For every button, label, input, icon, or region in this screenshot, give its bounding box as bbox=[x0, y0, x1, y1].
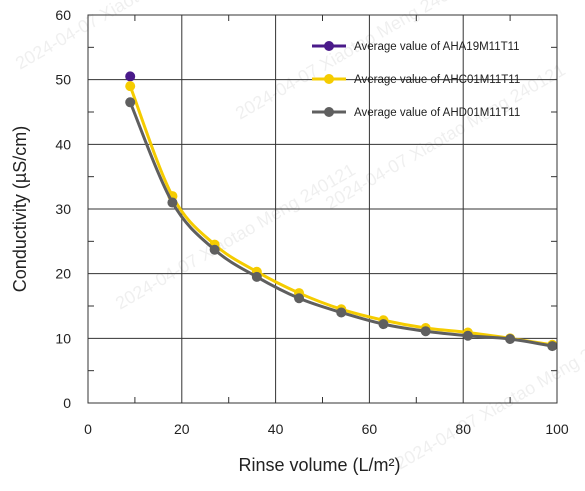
legend-marker bbox=[324, 74, 334, 84]
legend-item: Average value of AHC01M11T11 bbox=[312, 74, 520, 86]
series-line bbox=[128, 84, 554, 347]
axes: 0 20 40 60 80 100 0 10 20 30 40 50 60 Rinse volume (L… bbox=[10, 7, 569, 475]
x-tick-label: 40 bbox=[268, 421, 284, 437]
x-tick-label: 100 bbox=[545, 421, 569, 437]
y-tick-label: 0 bbox=[63, 395, 71, 411]
y-tick-label: 20 bbox=[55, 266, 71, 282]
legend-label: Average value of AHD01M11T11 bbox=[354, 107, 520, 119]
data-point bbox=[547, 341, 558, 352]
legend: Average value of AHA19M11T11 Average valu… bbox=[312, 41, 520, 119]
y-tick-label: 40 bbox=[55, 136, 71, 152]
x-axis-title: Rinse volume (L/m²) bbox=[238, 455, 400, 475]
x-tick-label: 80 bbox=[455, 421, 471, 437]
data-point bbox=[251, 271, 262, 282]
legend-marker bbox=[324, 107, 334, 117]
watermark-layer: 2024-04-07 Xiaotao Meng 2401212024-04-07… bbox=[12, 0, 585, 473]
data-point bbox=[336, 307, 347, 318]
series-3 bbox=[125, 97, 558, 352]
data-point bbox=[125, 71, 136, 82]
data-point bbox=[209, 244, 220, 255]
data-point bbox=[378, 319, 389, 330]
legend-label: Average value of AHA19M11T11 bbox=[354, 41, 520, 53]
data-point bbox=[505, 333, 516, 344]
x-tick-label: 60 bbox=[362, 421, 378, 437]
data-point bbox=[462, 330, 473, 341]
x-tick-label: 20 bbox=[174, 421, 190, 437]
watermark-text: 2024-04-07 Xiaotao Meng 240121 bbox=[12, 0, 259, 73]
y-tick-label: 30 bbox=[55, 201, 71, 217]
plot-frame bbox=[87, 14, 558, 404]
data-point bbox=[125, 81, 136, 92]
x-tick-label: 0 bbox=[84, 421, 92, 437]
data-point bbox=[125, 97, 136, 108]
data-point bbox=[167, 197, 178, 208]
data-point bbox=[420, 326, 431, 337]
legend-item: Average value of AHA19M11T11 bbox=[312, 41, 520, 53]
series-line bbox=[128, 100, 554, 348]
y-tick-label: 60 bbox=[55, 7, 71, 23]
y-tick-label: 50 bbox=[55, 72, 71, 88]
watermark-text: 2024-04-07 Xiaotao Meng 240121 bbox=[112, 160, 359, 314]
y-axis-title: Conductivity (µS/cm) bbox=[10, 126, 30, 292]
legend-label: Average value of AHC01M11T11 bbox=[354, 74, 520, 86]
legend-item: Average value of AHD01M11T11 bbox=[312, 107, 520, 119]
series-1 bbox=[125, 71, 136, 82]
legend-marker bbox=[324, 41, 334, 51]
series-layer bbox=[125, 71, 558, 352]
y-tick-label: 10 bbox=[55, 330, 71, 346]
watermark-text: 2024-04-07 Xiaotao Meng 240121 bbox=[232, 0, 479, 123]
data-point bbox=[294, 293, 305, 304]
